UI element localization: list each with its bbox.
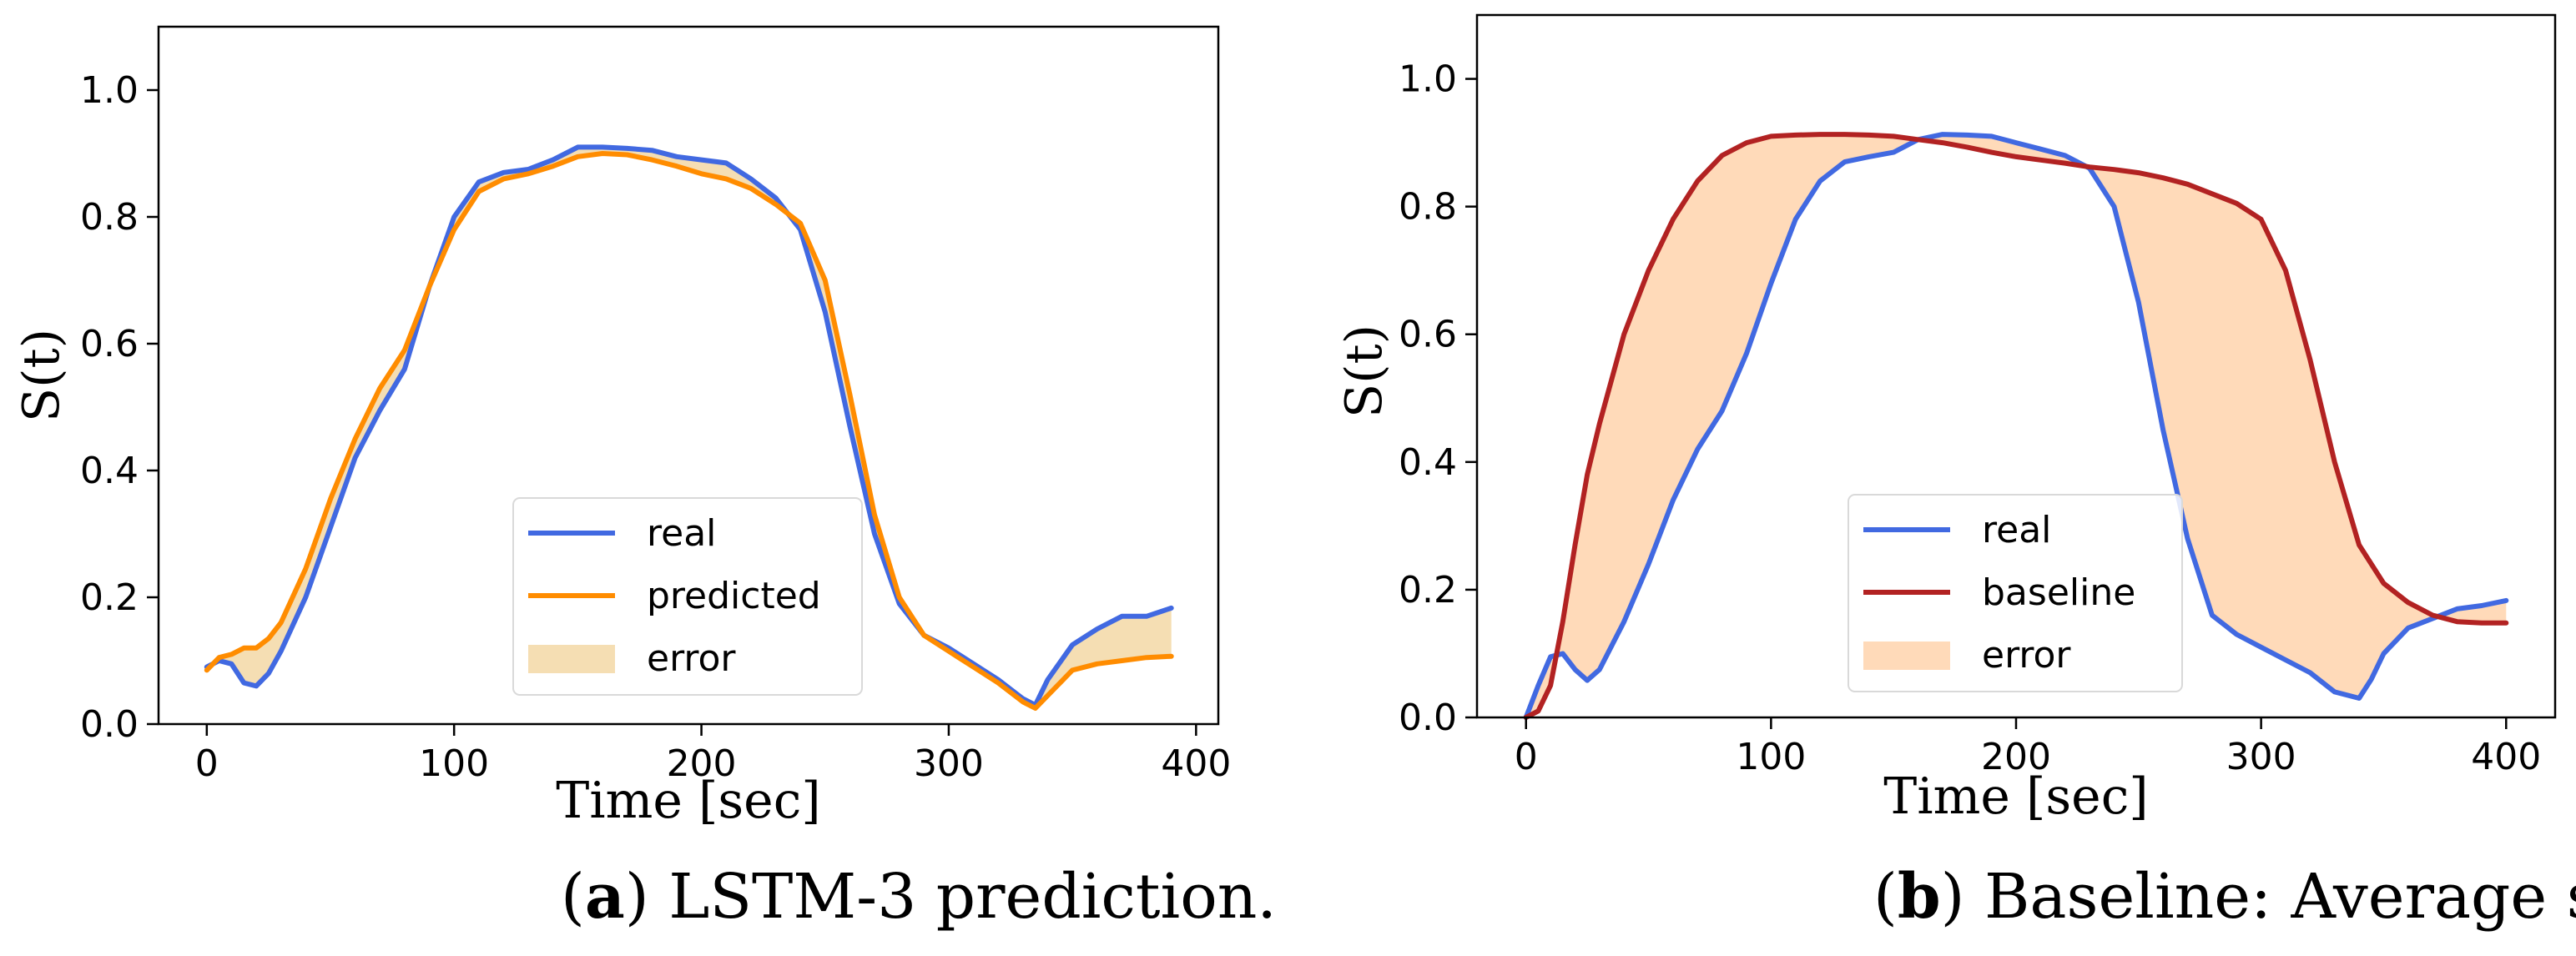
x-tick-label: 0 — [195, 742, 219, 785]
x-tick-label: 300 — [2226, 736, 2296, 778]
x-axis-label: Time [sec] — [1883, 767, 2148, 826]
y-tick-label: 0.2 — [80, 576, 139, 619]
x-tick-label: 100 — [419, 742, 489, 785]
legend-label-real: real — [1982, 509, 2051, 551]
error-fill-area — [206, 147, 1172, 708]
plot-frame — [157, 25, 1220, 726]
series-line-real — [204, 144, 1174, 708]
x-tick-label: 300 — [914, 742, 984, 785]
x-tick-label: 200 — [667, 742, 737, 785]
series-line-baseline — [1523, 132, 2509, 720]
caption-open-paren: ( — [561, 861, 585, 933]
y-tick-label: 0.8 — [80, 196, 139, 239]
legend-label-error: error — [647, 637, 736, 680]
x-tick-label: 400 — [1161, 742, 1231, 785]
y-tick-label: 1.0 — [80, 69, 139, 112]
caption-text: ) LSTM-3 prediction. — [625, 861, 1277, 933]
legend: real predicted error — [512, 497, 863, 696]
x-tick-label: 0 — [1515, 736, 1538, 778]
x-tick-label: 400 — [2471, 736, 2541, 778]
y-tick-label: 0.0 — [80, 703, 139, 746]
panel-caption: (a) LSTM-3 prediction. — [561, 861, 1277, 933]
x-tick-label: 200 — [1981, 736, 2051, 778]
panel-b: 0 100 200 300 400 0.0 0.2 0.4 0.6 0.8 1.0 Time [sec… — [1335, 13, 2576, 933]
series-line-predicted — [204, 151, 1174, 711]
y-tick-label: 0.6 — [1399, 314, 1457, 356]
legend-swatch-error — [1863, 642, 1950, 670]
panel-a: 0 100 200 300 400 0.0 0.2 0.4 0.6 0.8 1.0 Time [sec… — [13, 25, 1277, 933]
y-axis-label: S(t) — [1335, 325, 1394, 418]
caption-letter: a — [585, 861, 625, 933]
y-axis-label: S(t) — [13, 329, 71, 422]
legend-label-error: error — [1982, 634, 2071, 677]
legend-label-real: real — [647, 512, 716, 555]
legend-swatch-error — [528, 645, 615, 673]
legend: real baseline error — [1848, 494, 2183, 692]
caption-letter: b — [1898, 861, 1941, 933]
x-tick-label: 100 — [1736, 736, 1806, 778]
caption-text: ) Baseline: Average smile. — [1941, 861, 2576, 933]
x-axis-label: Time [sec] — [556, 772, 820, 830]
caption-open-paren: ( — [1873, 861, 1898, 933]
series-line-real — [1523, 132, 2509, 720]
y-tick-label: 1.0 — [1399, 58, 1457, 101]
y-tick-label: 0.2 — [1399, 569, 1457, 611]
y-tick-label: 0.8 — [1399, 186, 1457, 229]
legend-label-baseline: baseline — [1982, 571, 2135, 614]
y-tick-label: 0.0 — [1399, 697, 1457, 739]
panel-caption: (b) Baseline: Average smile. — [1873, 861, 2576, 933]
y-tick-label: 0.6 — [80, 323, 139, 365]
y-tick-label: 0.4 — [80, 450, 139, 492]
y-tick-label: 0.4 — [1399, 441, 1457, 484]
legend-label-predicted: predicted — [647, 575, 821, 617]
